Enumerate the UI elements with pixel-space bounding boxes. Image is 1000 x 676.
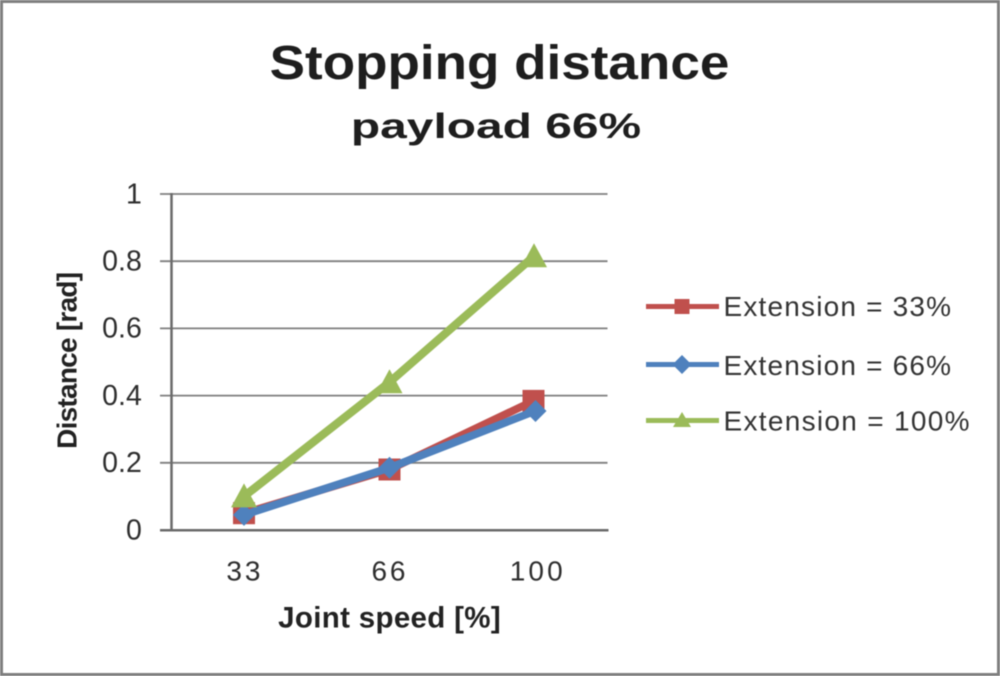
svg-text:0.8: 0.8	[102, 246, 142, 278]
svg-text:Distance [rad]: Distance [rad]	[52, 272, 83, 449]
svg-text:0.4: 0.4	[102, 380, 142, 412]
svg-text:100: 100	[510, 555, 563, 586]
svg-text:Extension = 66%: Extension = 66%	[724, 350, 952, 381]
svg-text:0: 0	[126, 514, 142, 546]
svg-text:0.6: 0.6	[102, 313, 142, 345]
svg-text:Extension = 33%: Extension = 33%	[724, 291, 952, 322]
svg-text:payload 66%: payload 66%	[351, 106, 641, 146]
svg-text:Joint speed [%]: Joint speed [%]	[278, 601, 501, 634]
svg-text:0.2: 0.2	[102, 447, 142, 479]
svg-text:Stopping distance: Stopping distance	[270, 35, 730, 89]
svg-text:1: 1	[126, 178, 142, 210]
svg-text:Extension = 100%: Extension = 100%	[724, 406, 970, 437]
